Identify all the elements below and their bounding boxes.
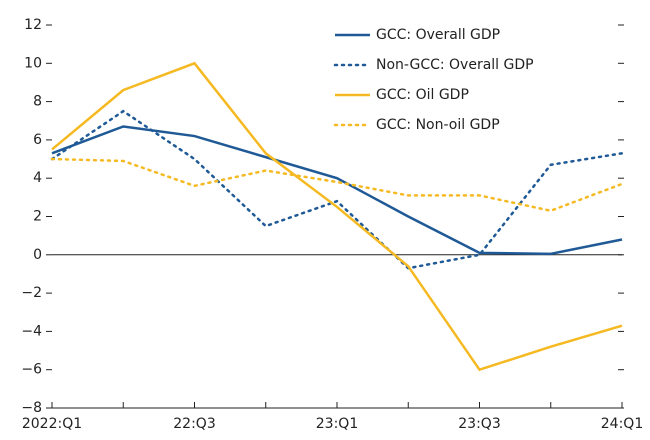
y-tick-label: 12 — [24, 17, 42, 33]
y-tick-label: 8 — [33, 94, 42, 110]
series-line — [51, 125, 623, 256]
x-tick-label: 22:Q3 — [173, 416, 215, 432]
legend-label: GCC: Overall GDP — [376, 27, 500, 43]
y-tick-label: −2 — [21, 285, 42, 301]
legend-label: GCC: Oil GDP — [376, 87, 469, 103]
y-tick-label: 10 — [24, 55, 42, 71]
series-line — [51, 61, 623, 372]
y-tick-label: −4 — [21, 323, 42, 339]
series-line — [50, 109, 624, 270]
x-tick-label: 24:Q1 — [601, 416, 643, 432]
y-tick-label: 6 — [33, 132, 42, 148]
y-tick-label: 4 — [33, 170, 42, 186]
x-tick-label: 2022:Q1 — [22, 416, 82, 432]
x-tick-label: 23:Q1 — [316, 416, 358, 432]
y-tick-label: 0 — [33, 247, 42, 263]
series-line — [50, 157, 624, 213]
legend-label: Non-GCC: Overall GDP — [376, 57, 534, 73]
x-tick-label: 23:Q3 — [458, 416, 500, 432]
y-tick-label: −6 — [21, 362, 42, 378]
legend-label: GCC: Non-oil GDP — [376, 117, 500, 133]
y-tick-label: 2 — [33, 209, 42, 225]
y-tick-label: −8 — [21, 400, 42, 416]
